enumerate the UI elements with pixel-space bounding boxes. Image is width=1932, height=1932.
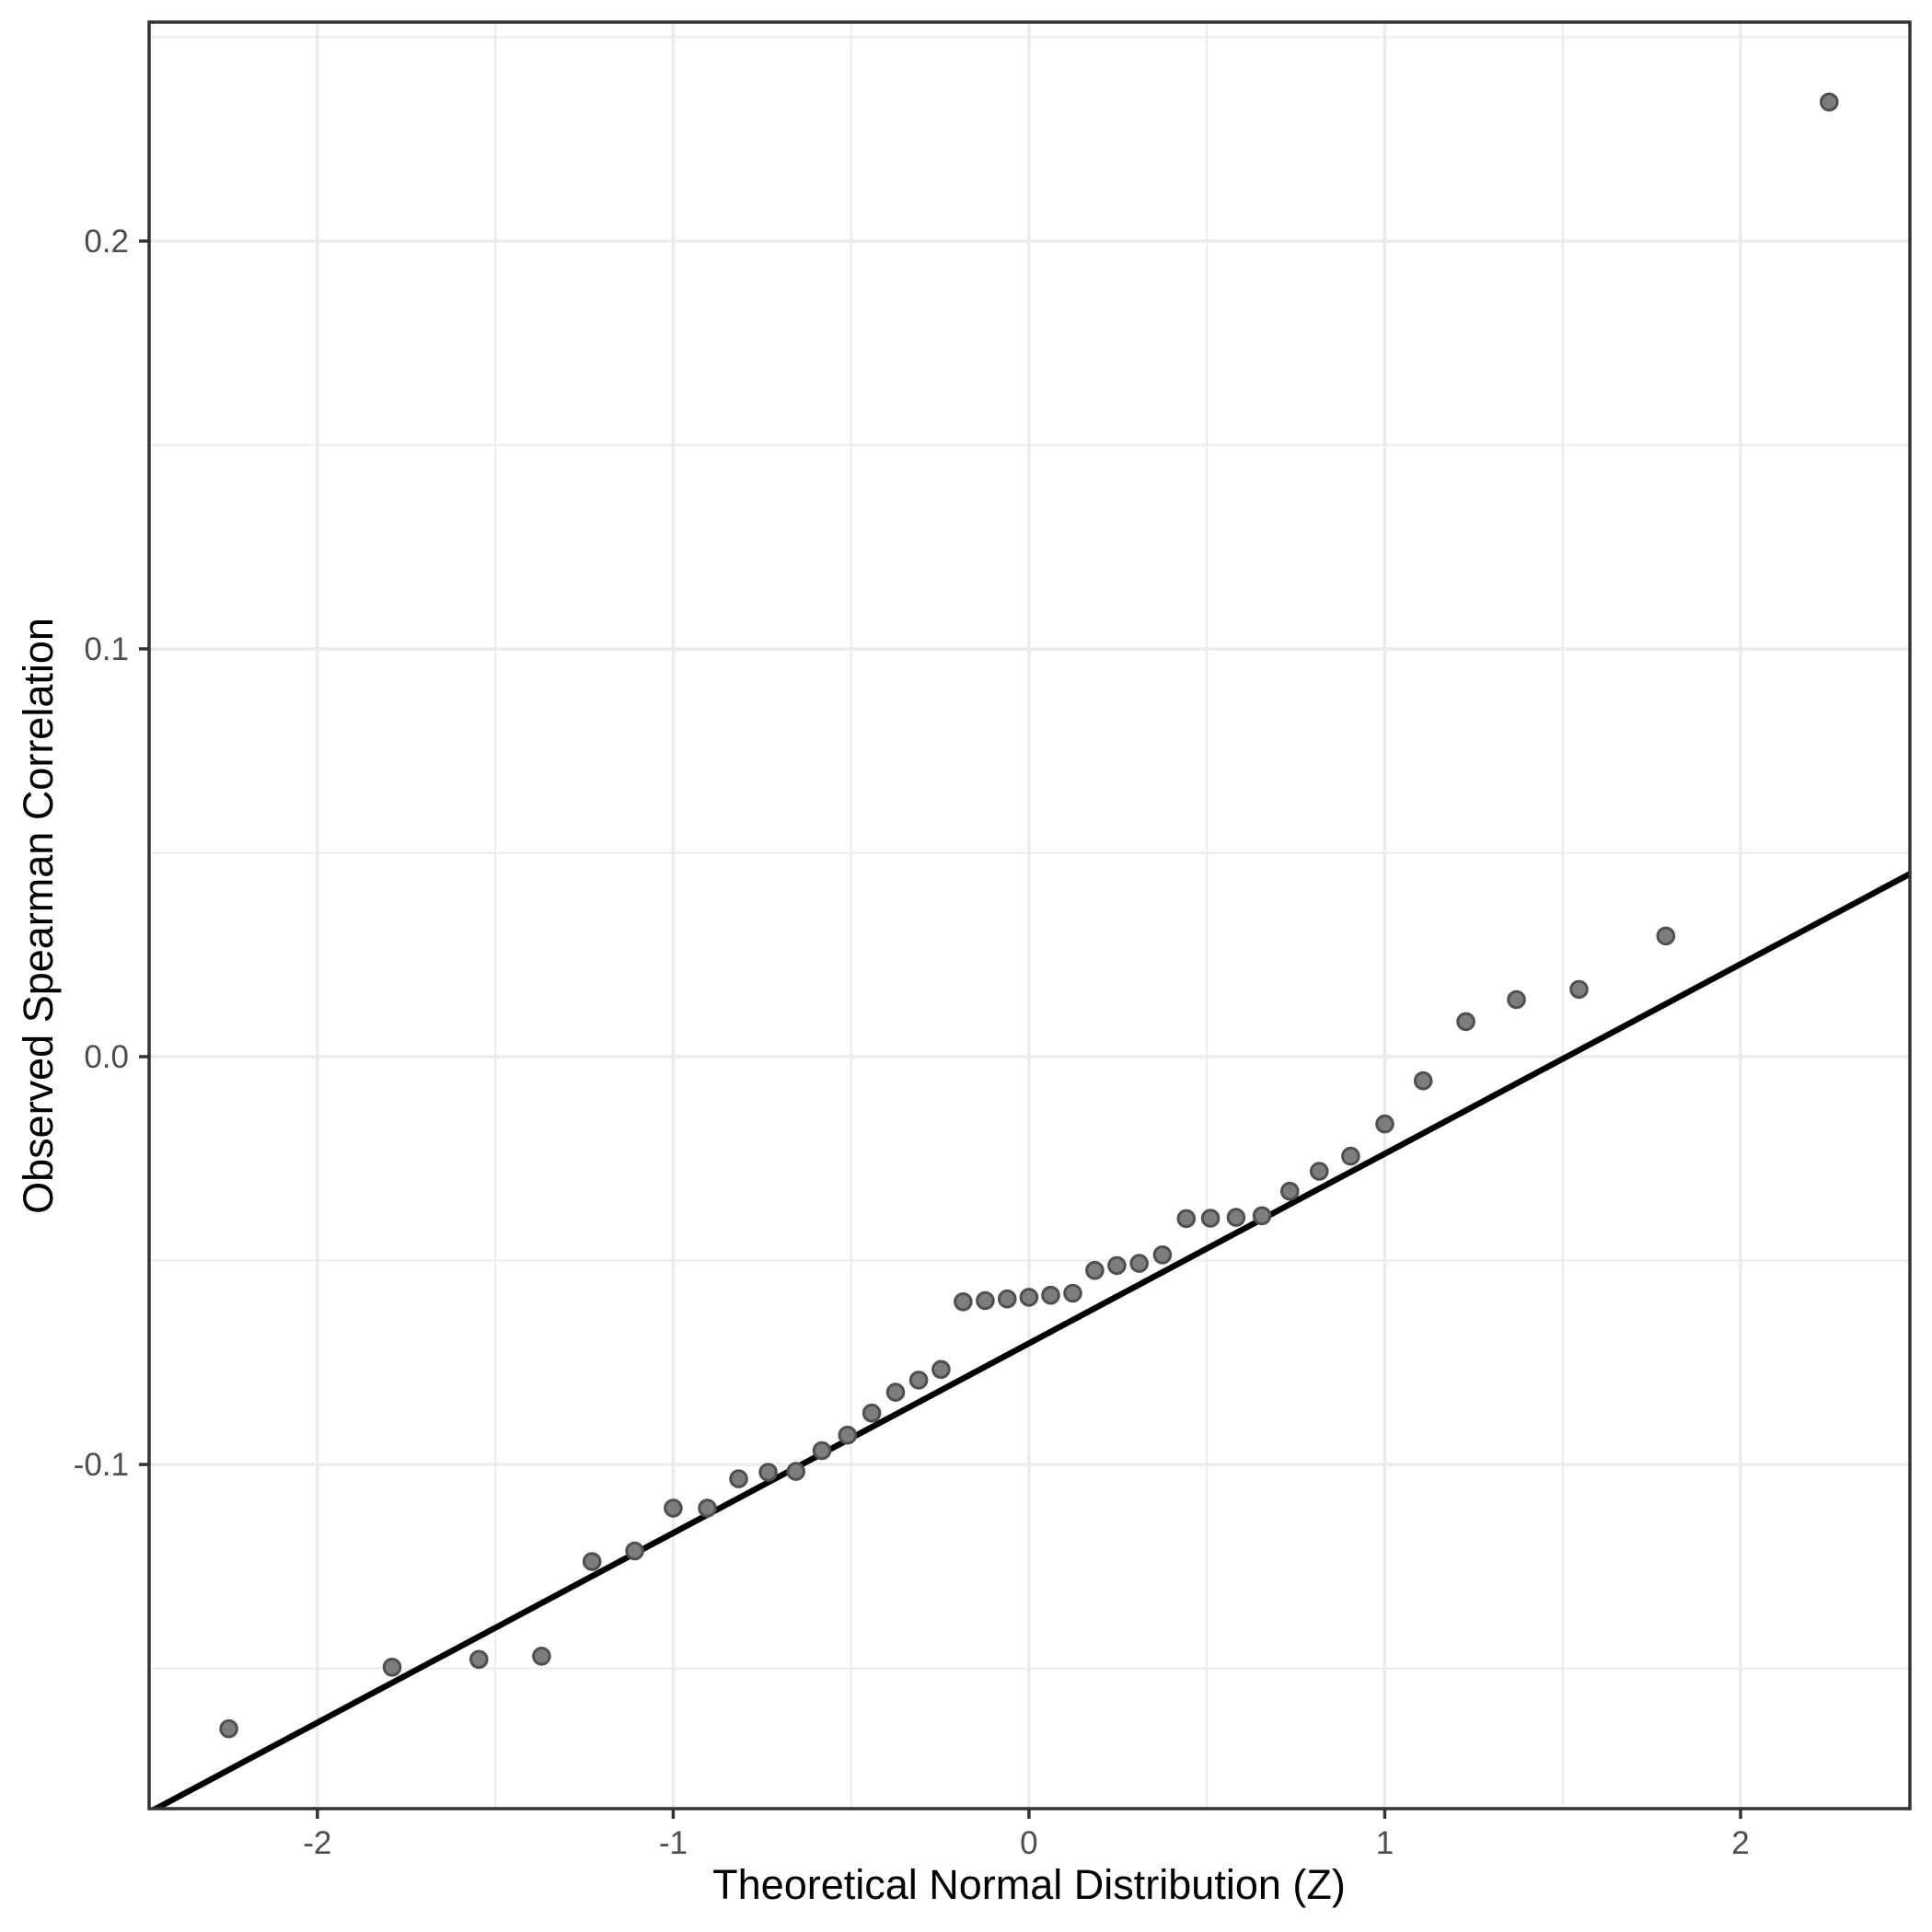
data-point [1413,1070,1433,1091]
data-point [1310,1162,1329,1181]
y-tick-label: -0.1 [74,1447,129,1483]
y-tick-label: 0.0 [84,1039,129,1075]
data-point [1656,926,1676,946]
data-point [954,1292,973,1312]
x-tick-label: 1 [1376,1825,1394,1861]
data-point [664,1498,683,1518]
qq-reference-line [149,871,1910,1809]
data-point [698,1498,717,1518]
data-point [1129,1254,1149,1273]
y-tick-label: 0.2 [84,224,129,260]
x-tick-label: -1 [659,1825,688,1861]
data-point [1341,1146,1360,1166]
data-point [219,1718,238,1739]
x-tick-label: 0 [1020,1825,1037,1861]
data-point [786,1462,806,1481]
y-tick-label: 0.1 [84,631,129,667]
data-point [532,1647,551,1666]
x-axis-title: Theoretical Normal Distribution (Z) [712,1861,1346,1908]
data-point [1375,1114,1394,1134]
data-point [862,1403,882,1423]
data-point [1019,1288,1039,1307]
data-point [1200,1209,1221,1228]
data-point [1085,1260,1105,1280]
data-point [1176,1209,1197,1229]
data-point [1063,1283,1082,1303]
data-point [998,1289,1017,1309]
data-point [931,1359,951,1380]
data-point [1252,1206,1272,1226]
data-point [729,1469,748,1488]
data-point [976,1290,995,1311]
data-point [1456,1012,1475,1032]
data-point [1280,1181,1300,1201]
data-point [1507,989,1526,1010]
data-point [1041,1285,1060,1305]
data-point [908,1371,929,1390]
y-axis-title: Observed Spearman Correlation [15,618,62,1214]
qq-reference-line-layer [149,871,1910,1809]
data-point [885,1382,906,1402]
data-point [1569,979,1589,1000]
data-point [469,1649,489,1670]
data-point [1226,1208,1246,1227]
y-axis-tick-labels: 0.2 0.1 0.0 -0.1 [74,224,129,1483]
x-axis-tick-labels: -2 -1 0 1 2 [303,1825,1749,1861]
x-tick-label: 2 [1731,1825,1749,1861]
data-point [1820,92,1839,112]
axis-tick-marks [139,239,1742,1819]
data-point [582,1552,602,1571]
data-point [382,1658,402,1677]
data-point [838,1425,858,1445]
data-point [625,1541,644,1561]
data-point [758,1463,778,1482]
data-point [812,1440,832,1461]
x-tick-label: -2 [303,1825,331,1861]
data-point [1107,1255,1127,1276]
data-point [1152,1245,1173,1265]
data-points-layer [219,92,1839,1739]
